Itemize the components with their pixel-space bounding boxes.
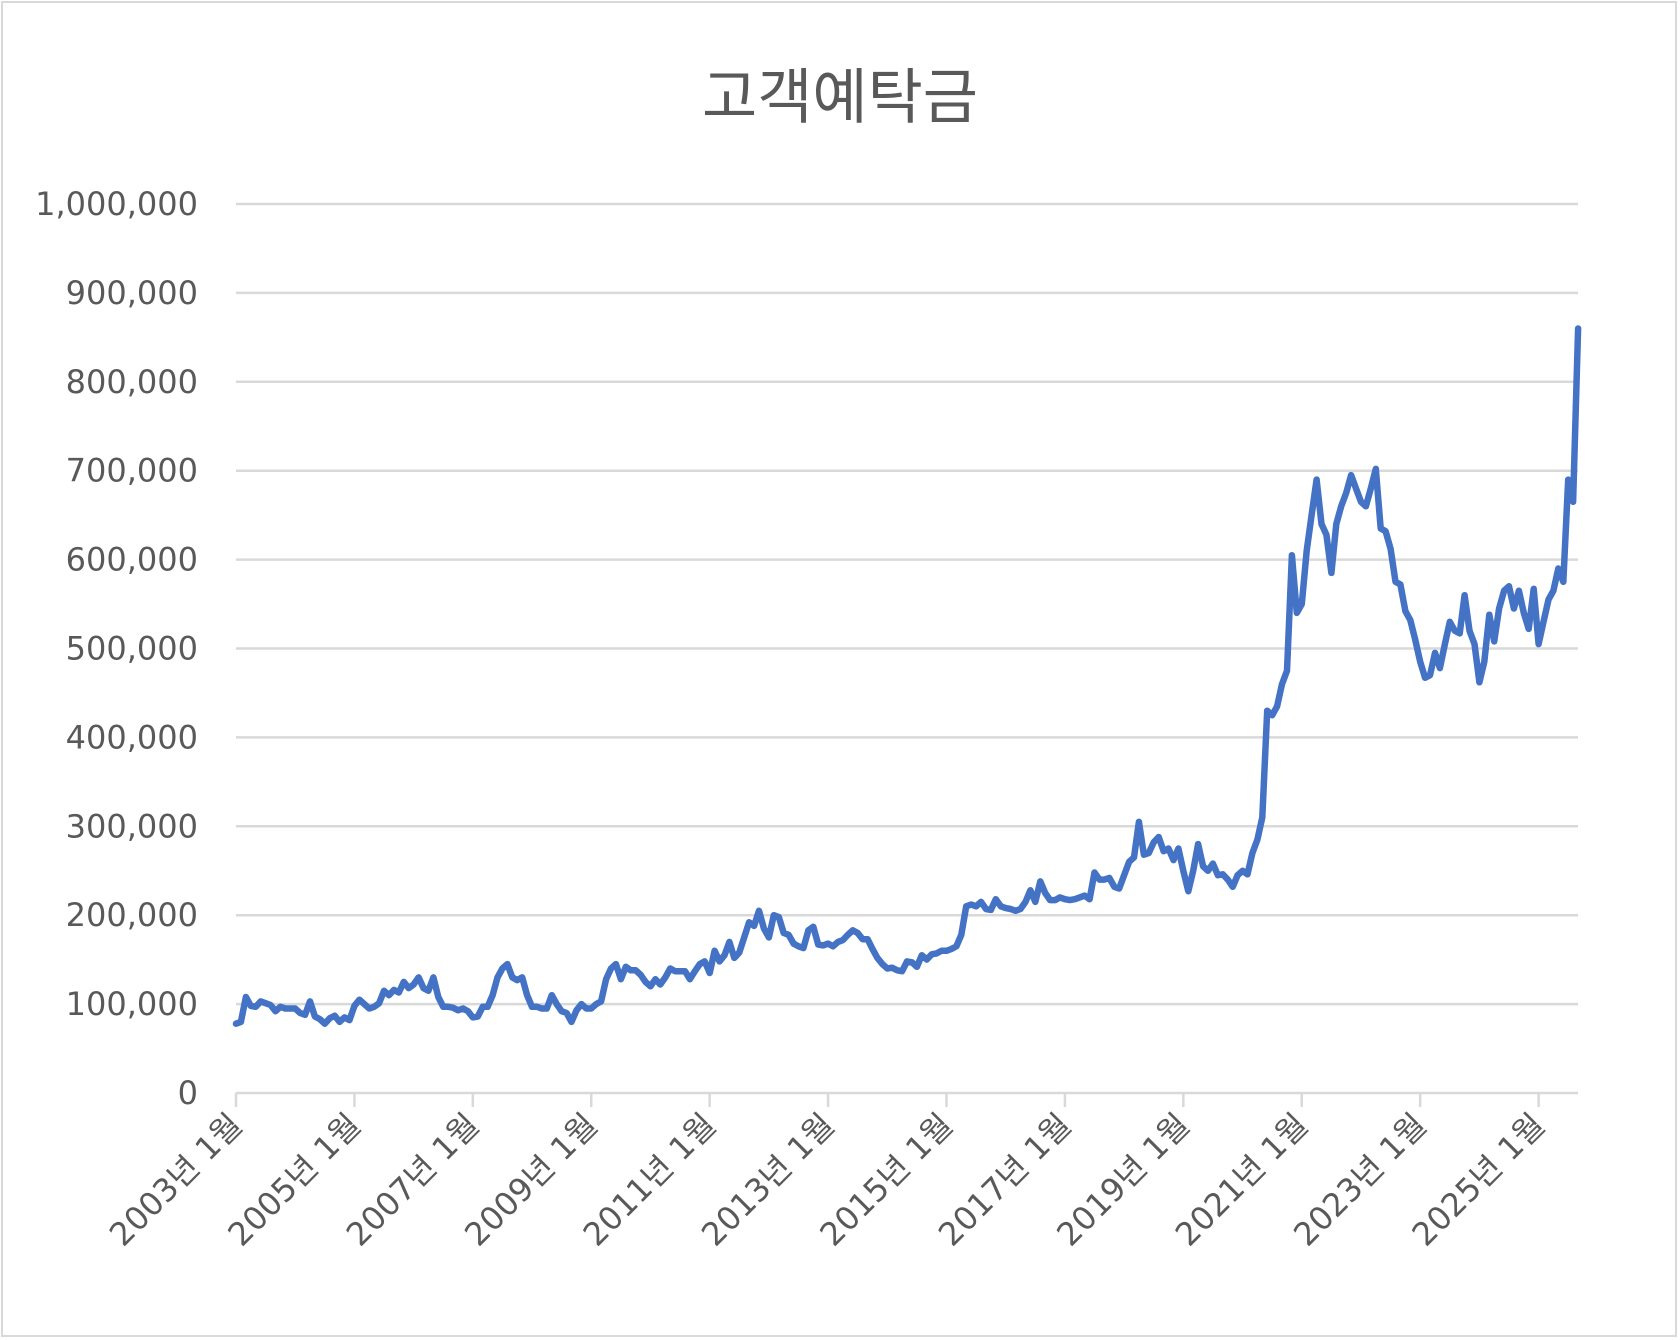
series-layer <box>232 325 1582 1027</box>
y-tick-label: 100,000 <box>66 985 198 1023</box>
y-tick-label: 600,000 <box>66 541 198 579</box>
y-tick-label: 400,000 <box>66 718 198 756</box>
y-tick-label: 900,000 <box>66 274 198 312</box>
y-tick-label: 200,000 <box>66 896 198 934</box>
y-tick-label: 500,000 <box>66 630 198 668</box>
y-tick-label: 0 <box>178 1074 198 1112</box>
y-tick-label: 700,000 <box>66 452 198 490</box>
gridlines <box>236 202 1578 1095</box>
series-line <box>232 325 1582 1027</box>
chart-title: 고객예탁금 <box>702 63 978 133</box>
y-tick-label: 1,000,000 <box>35 185 198 223</box>
y-axis-labels: 0 100,000 200,000 300,000 400,000 500,000 600,… <box>35 185 198 1112</box>
y-tick-label: 800,000 <box>66 363 198 401</box>
y-tick-label: 300,000 <box>66 807 198 845</box>
